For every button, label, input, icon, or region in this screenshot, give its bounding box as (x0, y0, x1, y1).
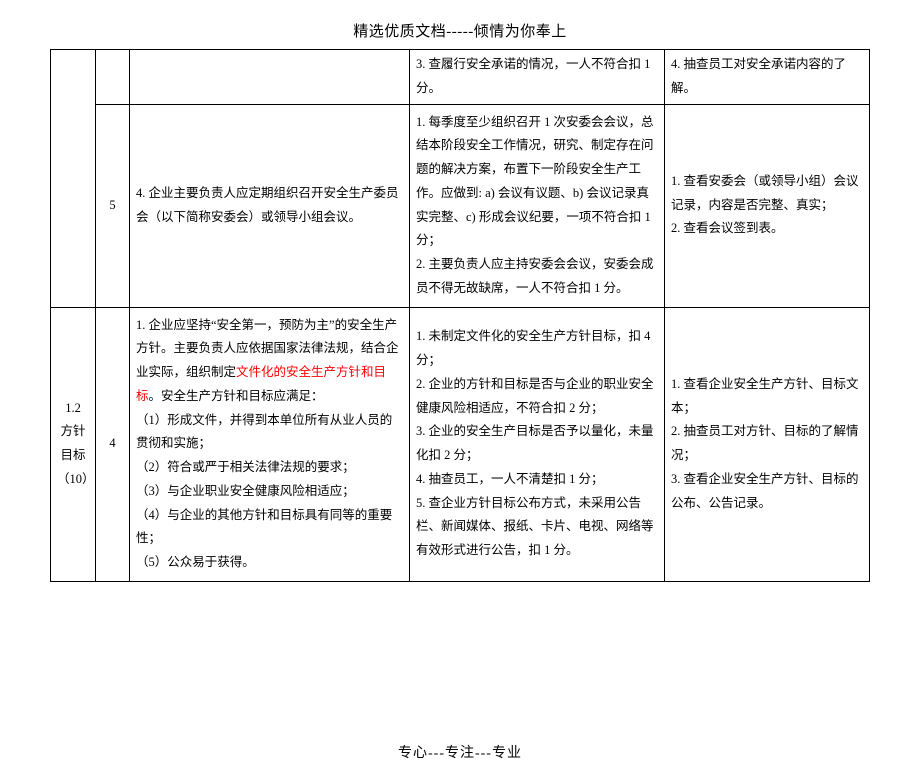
cell-content-empty (130, 50, 410, 105)
cell-method: 1. 查看企业安全生产方针、目标文本；2. 抽查员工对方针、目标的了解情况；3.… (665, 307, 870, 581)
cell-score: 5 (96, 104, 130, 307)
page-header-title: 精选优质文档-----倾情为你奉上 (50, 20, 870, 41)
cell-criteria: 1. 未制定文件化的安全生产方针目标，扣 4 分；2. 企业的方针和目标是否与企… (410, 307, 665, 581)
content-post: 。安全生产方针和目标应满足：（1）形成文件，并得到本单位所有从业人员的贯彻和实施… (136, 389, 392, 569)
cell-criteria: 3. 查履行安全承诺的情况，一人不符合扣 1 分。 (410, 50, 665, 105)
cell-score-empty (96, 50, 130, 105)
cell-content: 1. 企业应坚持“安全第一，预防为主”的安全生产方针。主要负责人应依据国家法律法… (130, 307, 410, 581)
evaluation-table: 3. 查履行安全承诺的情况，一人不符合扣 1 分。 4. 抽查员工对安全承诺内容… (50, 49, 870, 582)
table-row: 1.2方针目标（10） 4 1. 企业应坚持“安全第一，预防为主”的安全生产方针… (51, 307, 870, 581)
cell-method: 4. 抽查员工对安全承诺内容的了解。 (665, 50, 870, 105)
cell-category-empty (51, 50, 96, 308)
table-row: 3. 查履行安全承诺的情况，一人不符合扣 1 分。 4. 抽查员工对安全承诺内容… (51, 50, 870, 105)
cell-criteria: 1. 每季度至少组织召开 1 次安委会会议，总结本阶段安全工作情况，研究、制定存… (410, 104, 665, 307)
cell-content: 4. 企业主要负责人应定期组织召开安全生产委员会（以下简称安委会）或领导小组会议… (130, 104, 410, 307)
cell-score: 4 (96, 307, 130, 581)
cell-method: 1. 查看安委会（或领导小组）会议记录，内容是否完整、真实；2. 查看会议签到表… (665, 104, 870, 307)
cell-category: 1.2方针目标（10） (51, 307, 96, 581)
page-footer: 专心---专注---专业 (50, 742, 870, 762)
table-row: 5 4. 企业主要负责人应定期组织召开安全生产委员会（以下简称安委会）或领导小组… (51, 104, 870, 307)
